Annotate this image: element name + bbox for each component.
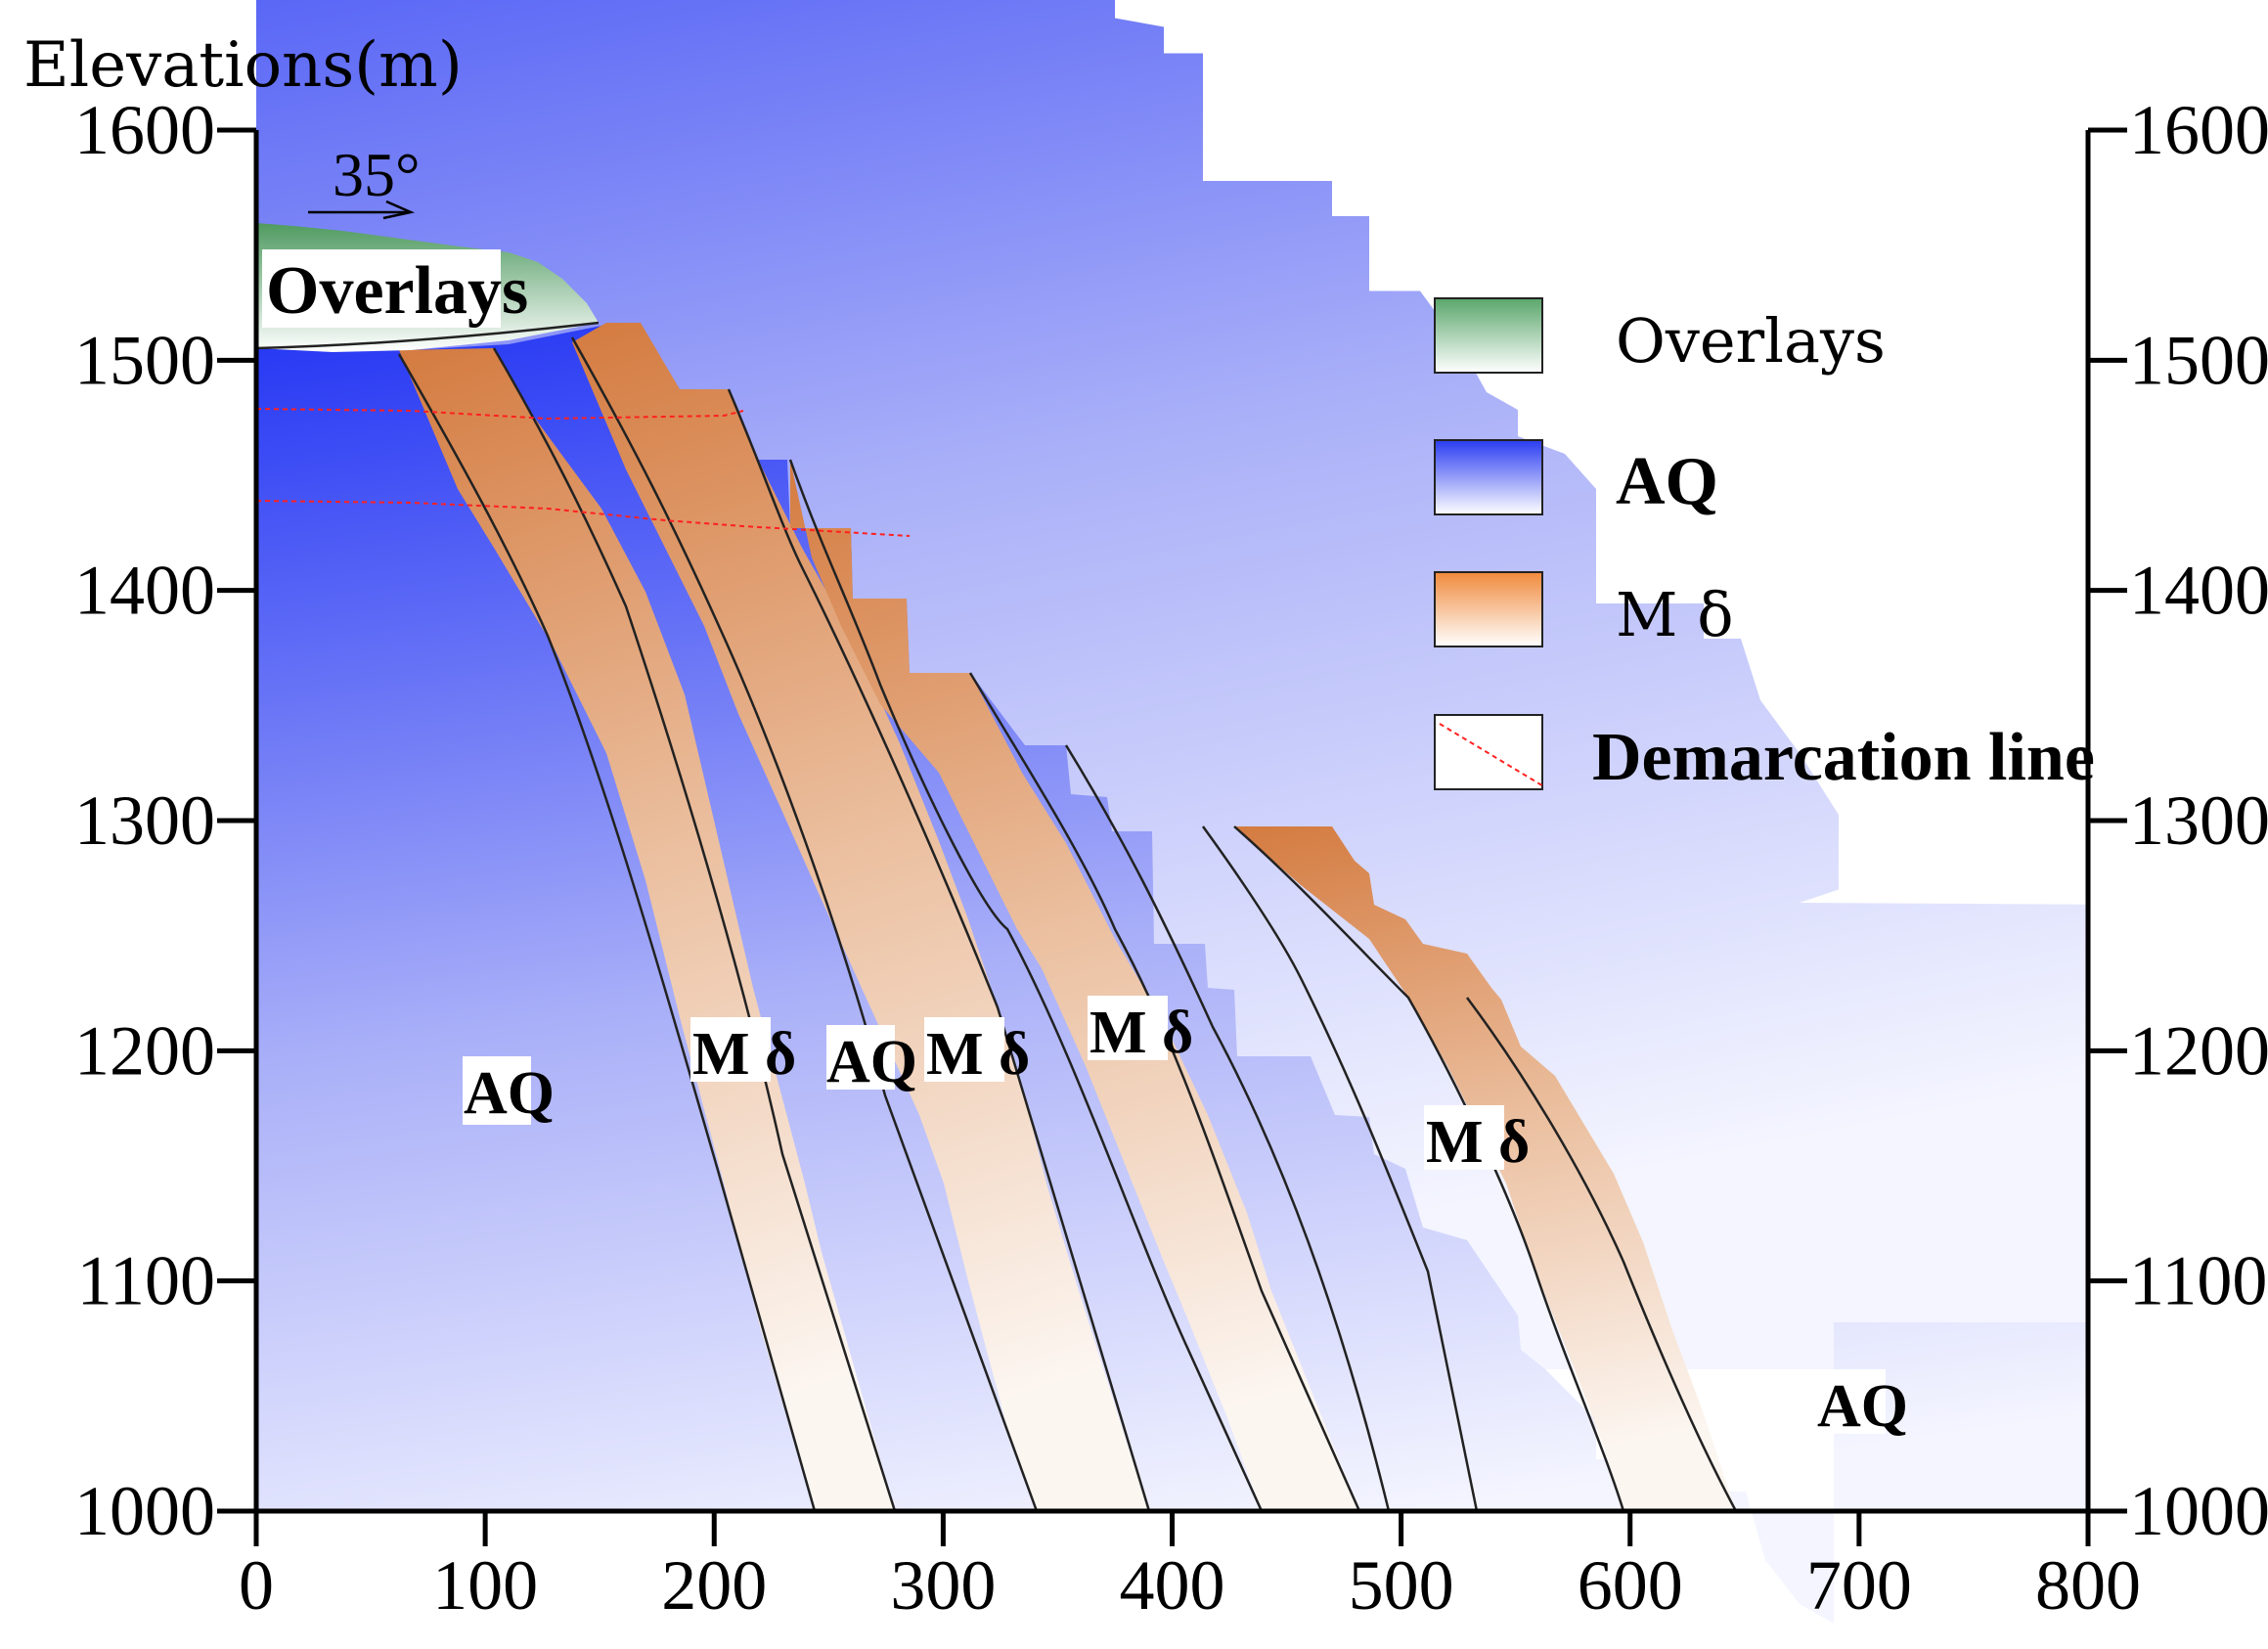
zone-label-aq-2: AQ <box>826 1029 917 1095</box>
zone-label-bg-md-4 <box>1424 1105 1504 1170</box>
dip-arrow-icon <box>308 200 416 220</box>
zone-label-aq-right: AQ <box>1817 1373 1908 1440</box>
zone-label-md-4: M δ <box>1426 1109 1530 1176</box>
overlay-label: Overlays <box>266 253 528 329</box>
y-tick-label-left: 1000 <box>74 1472 215 1550</box>
zone-label-bg-md-3 <box>1088 996 1168 1060</box>
x-tick-label: 200 <box>661 1546 767 1625</box>
demarcation-lines <box>255 408 911 537</box>
zone-label-bg-md-1 <box>690 1017 771 1082</box>
zone-label-bg-aq-right <box>1817 1369 1886 1434</box>
x-tick-label: 600 <box>1578 1546 1683 1625</box>
x-tick-label: 700 <box>1806 1546 1912 1625</box>
y-tick-label-right: 1300 <box>2129 781 2268 860</box>
legend-swatch-aq <box>1434 439 1543 515</box>
legend-label-md: M δ <box>1616 579 1734 650</box>
left-tick-labels: 1000 1100 1200 1300 1400 1500 1600 <box>74 91 215 1550</box>
right-ticks <box>2088 127 2127 1514</box>
legend-label-overlays: Overlays <box>1616 305 1886 377</box>
overlay-label-bg <box>262 249 501 328</box>
y-tick-label-right: 1000 <box>2129 1472 2268 1550</box>
x-tick-label: 400 <box>1120 1546 1225 1625</box>
x-tick-label: 300 <box>890 1546 996 1625</box>
y-axis-title: Elevations(m) <box>23 29 463 102</box>
zone-label-md-2: M δ <box>926 1021 1030 1088</box>
y-tick-label-right: 1100 <box>2129 1242 2267 1320</box>
md-band-3-body <box>790 460 1359 1511</box>
md-band-1 <box>399 348 895 1511</box>
y-tick-label-left: 1300 <box>74 781 215 860</box>
legend-demarcation-line-icon <box>1439 723 1546 788</box>
y-tick-label-right: 1600 <box>2129 91 2268 169</box>
zone-label-bg-md-2 <box>924 1017 1004 1082</box>
y-tick-label-left: 1400 <box>74 552 215 630</box>
y-tick-label-right: 1500 <box>2129 321 2268 399</box>
x-tick-label: 0 <box>239 1546 274 1625</box>
y-tick-label-right: 1200 <box>2129 1011 2268 1090</box>
dip-label: 35° <box>333 140 421 209</box>
zone-label-bg-aq-left <box>463 1056 531 1125</box>
y-tick-label-left: 1600 <box>74 91 215 169</box>
legend-label-aq: AQ <box>1616 444 1718 519</box>
md-band-4 <box>1234 826 1736 1511</box>
right-tick-labels: 1000 1100 1200 1300 1400 1500 1600 <box>2129 91 2268 1550</box>
x-tick-label: 100 <box>432 1546 538 1625</box>
legend-swatch-md <box>1434 571 1543 647</box>
legend: Overlays AQ M δ Demarcation line <box>1434 297 2095 795</box>
zone-label-md-1: M δ <box>692 1021 796 1088</box>
left-ticks <box>217 127 256 1514</box>
zone-label-bg-aq-2 <box>826 1025 895 1090</box>
x-tick-labels: 0 100 200 300 400 500 600 700 800 <box>239 1546 2141 1625</box>
y-tick-label-right: 1400 <box>2129 552 2268 630</box>
y-tick-label-left: 1200 <box>74 1011 215 1090</box>
y-tick-label-left: 1100 <box>77 1242 215 1320</box>
x-ticks <box>253 1511 2091 1546</box>
x-tick-label: 800 <box>2035 1546 2141 1625</box>
y-tick-label-left: 1500 <box>74 321 215 399</box>
zone-label-aq-left: AQ <box>464 1060 555 1127</box>
zone-label-md-3: M δ <box>1090 1000 1193 1066</box>
legend-label-demarcation: Demarcation line <box>1592 720 2095 795</box>
legend-swatch-overlays <box>1434 297 1543 374</box>
contact-lines <box>255 321 1738 1512</box>
x-tick-label: 500 <box>1349 1546 1454 1625</box>
